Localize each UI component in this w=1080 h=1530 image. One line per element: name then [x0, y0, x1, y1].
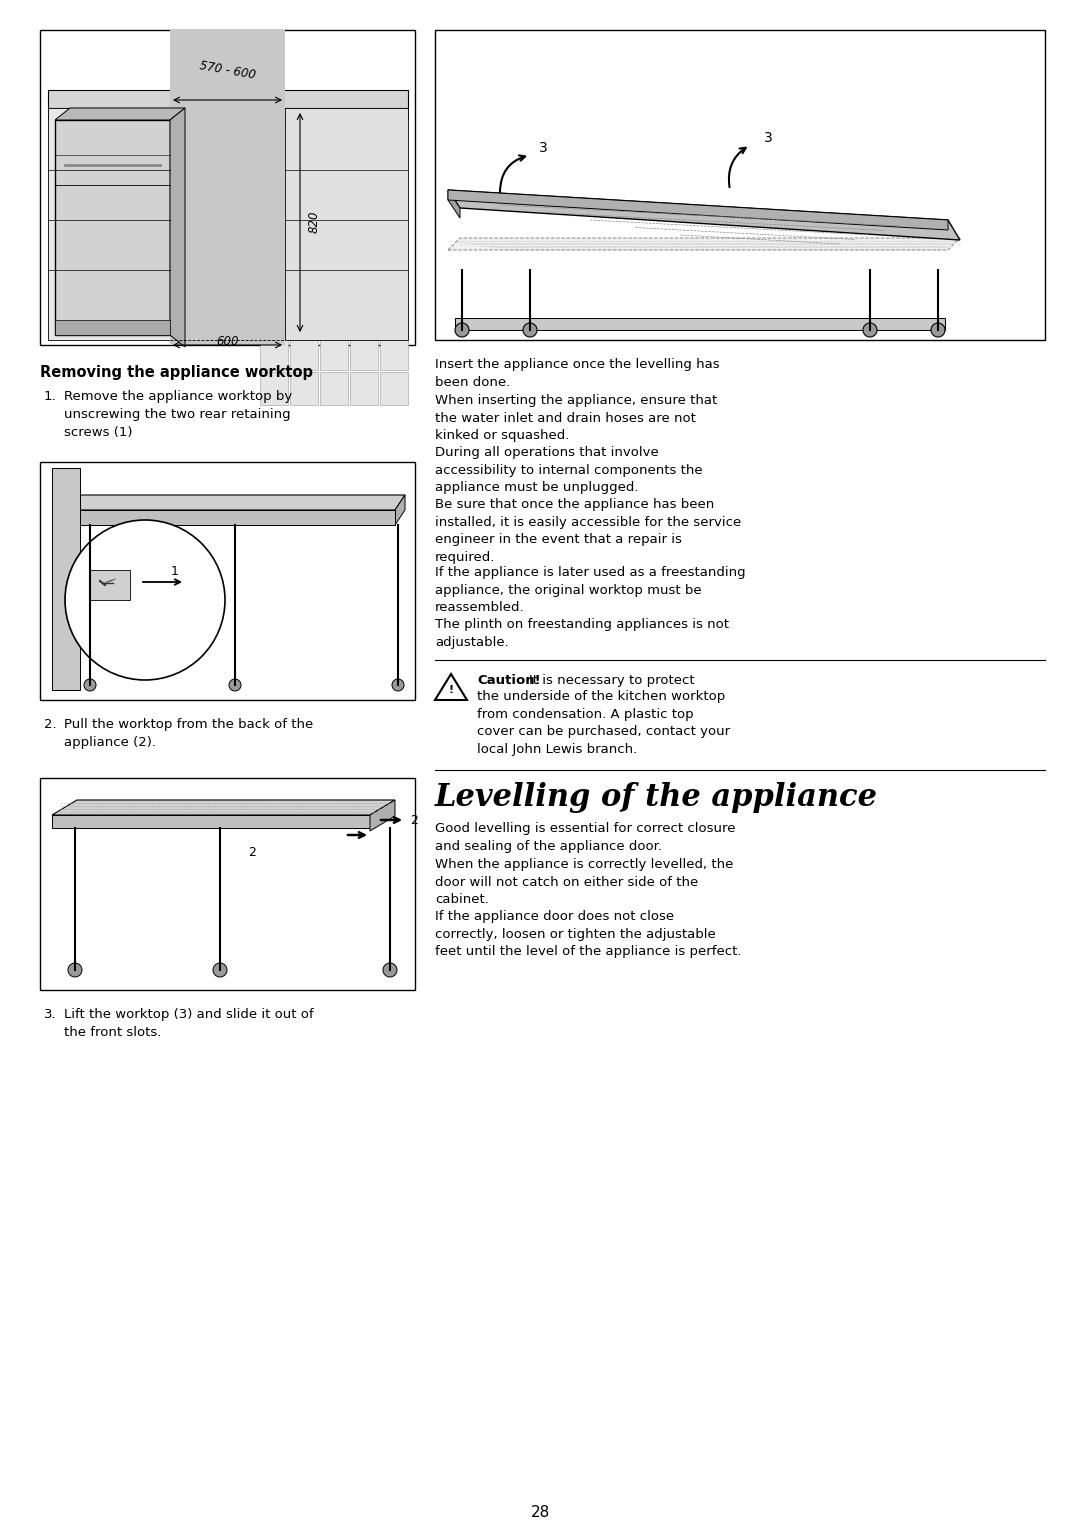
Text: Insert the appliance once the levelling has
been done.: Insert the appliance once the levelling …	[435, 358, 719, 389]
Polygon shape	[455, 318, 945, 330]
Bar	[40, 31, 415, 344]
Polygon shape	[70, 496, 405, 509]
Polygon shape	[48, 90, 408, 109]
Text: 3: 3	[764, 132, 772, 145]
Text: Remove the appliance worktop by
unscrewing the two rear retaining
screws (1): Remove the appliance worktop by unscrewi…	[64, 390, 293, 439]
Circle shape	[383, 962, 397, 978]
Text: When inserting the appliance, ensure that
the water inlet and drain hoses are no: When inserting the appliance, ensure tha…	[435, 395, 717, 442]
Polygon shape	[448, 190, 948, 230]
Circle shape	[523, 323, 537, 337]
Bar	[350, 372, 378, 405]
Circle shape	[68, 962, 82, 978]
Text: 1.: 1.	[44, 390, 56, 402]
Text: 2: 2	[410, 814, 418, 826]
Circle shape	[65, 520, 225, 679]
Text: Caution!: Caution!	[477, 675, 541, 687]
Polygon shape	[448, 190, 460, 217]
Polygon shape	[52, 815, 370, 828]
Text: When the appliance is correctly levelled, the
door will not catch on either side: When the appliance is correctly levelled…	[435, 858, 733, 906]
Circle shape	[392, 679, 404, 692]
Text: !: !	[448, 685, 454, 695]
Text: 2: 2	[248, 846, 256, 858]
Bar	[350, 337, 378, 370]
Text: the underside of the kitchen worktop
from condensation. A plastic top
cover can : the underside of the kitchen worktop fro…	[477, 690, 730, 756]
Bar	[55, 320, 170, 335]
Polygon shape	[435, 675, 467, 701]
Bar	[260, 372, 288, 405]
Bar	[320, 337, 348, 370]
Bar	[435, 31, 1045, 340]
Text: Lift the worktop (3) and slide it out of
the front slots.: Lift the worktop (3) and slide it out of…	[64, 1008, 313, 1039]
Text: Pull the worktop from the back of the
appliance (2).: Pull the worktop from the back of the ap…	[64, 718, 313, 750]
Bar	[380, 301, 408, 335]
Bar	[380, 372, 408, 405]
Polygon shape	[52, 800, 395, 815]
Polygon shape	[285, 109, 408, 340]
Circle shape	[229, 679, 241, 692]
Text: 28: 28	[530, 1506, 550, 1519]
Text: 820: 820	[308, 211, 321, 233]
Bar	[320, 372, 348, 405]
Text: If the appliance is later used as a freestanding
appliance, the original worktop: If the appliance is later used as a free…	[435, 566, 745, 614]
Polygon shape	[370, 800, 395, 831]
Text: 570 - 600: 570 - 600	[199, 60, 257, 83]
Text: During all operations that involve
accessibility to internal components the
appl: During all operations that involve acces…	[435, 447, 703, 494]
Polygon shape	[170, 109, 185, 347]
Polygon shape	[70, 509, 395, 525]
Text: 600: 600	[217, 335, 240, 347]
Text: 3: 3	[539, 141, 548, 155]
Polygon shape	[90, 571, 130, 600]
Bar	[55, 119, 170, 335]
Bar	[40, 462, 415, 701]
Circle shape	[931, 323, 945, 337]
Circle shape	[213, 962, 227, 978]
Circle shape	[455, 323, 469, 337]
Circle shape	[84, 679, 96, 692]
Bar	[260, 301, 288, 335]
Text: It is necessary to protect: It is necessary to protect	[529, 675, 694, 687]
Bar	[320, 301, 348, 335]
Text: Good levelling is essential for correct closure
and sealing of the appliance doo: Good levelling is essential for correct …	[435, 822, 735, 852]
Bar	[291, 372, 318, 405]
Polygon shape	[448, 239, 960, 249]
Polygon shape	[448, 190, 960, 240]
Polygon shape	[55, 109, 185, 119]
Text: If the appliance door does not close
correctly, loosen or tighten the adjustable: If the appliance door does not close cor…	[435, 910, 742, 958]
Text: Levelling of the appliance: Levelling of the appliance	[435, 782, 878, 812]
Polygon shape	[48, 109, 408, 119]
Polygon shape	[395, 496, 405, 525]
Bar	[291, 301, 318, 335]
Text: Be sure that once the appliance has been
installed, it is easily accessible for : Be sure that once the appliance has been…	[435, 497, 741, 563]
Circle shape	[863, 323, 877, 337]
Polygon shape	[48, 109, 170, 340]
Text: 3.: 3.	[44, 1008, 56, 1021]
Bar	[291, 337, 318, 370]
Bar	[260, 337, 288, 370]
Bar	[170, 31, 285, 344]
Bar	[350, 301, 378, 335]
Text: Removing the appliance worktop: Removing the appliance worktop	[40, 366, 313, 379]
Text: The plinth on freestanding appliances is not
adjustable.: The plinth on freestanding appliances is…	[435, 618, 729, 649]
Polygon shape	[52, 468, 80, 690]
Text: 2.: 2.	[44, 718, 56, 731]
Bar	[380, 337, 408, 370]
Bar	[40, 777, 415, 990]
Text: 1: 1	[171, 565, 179, 578]
